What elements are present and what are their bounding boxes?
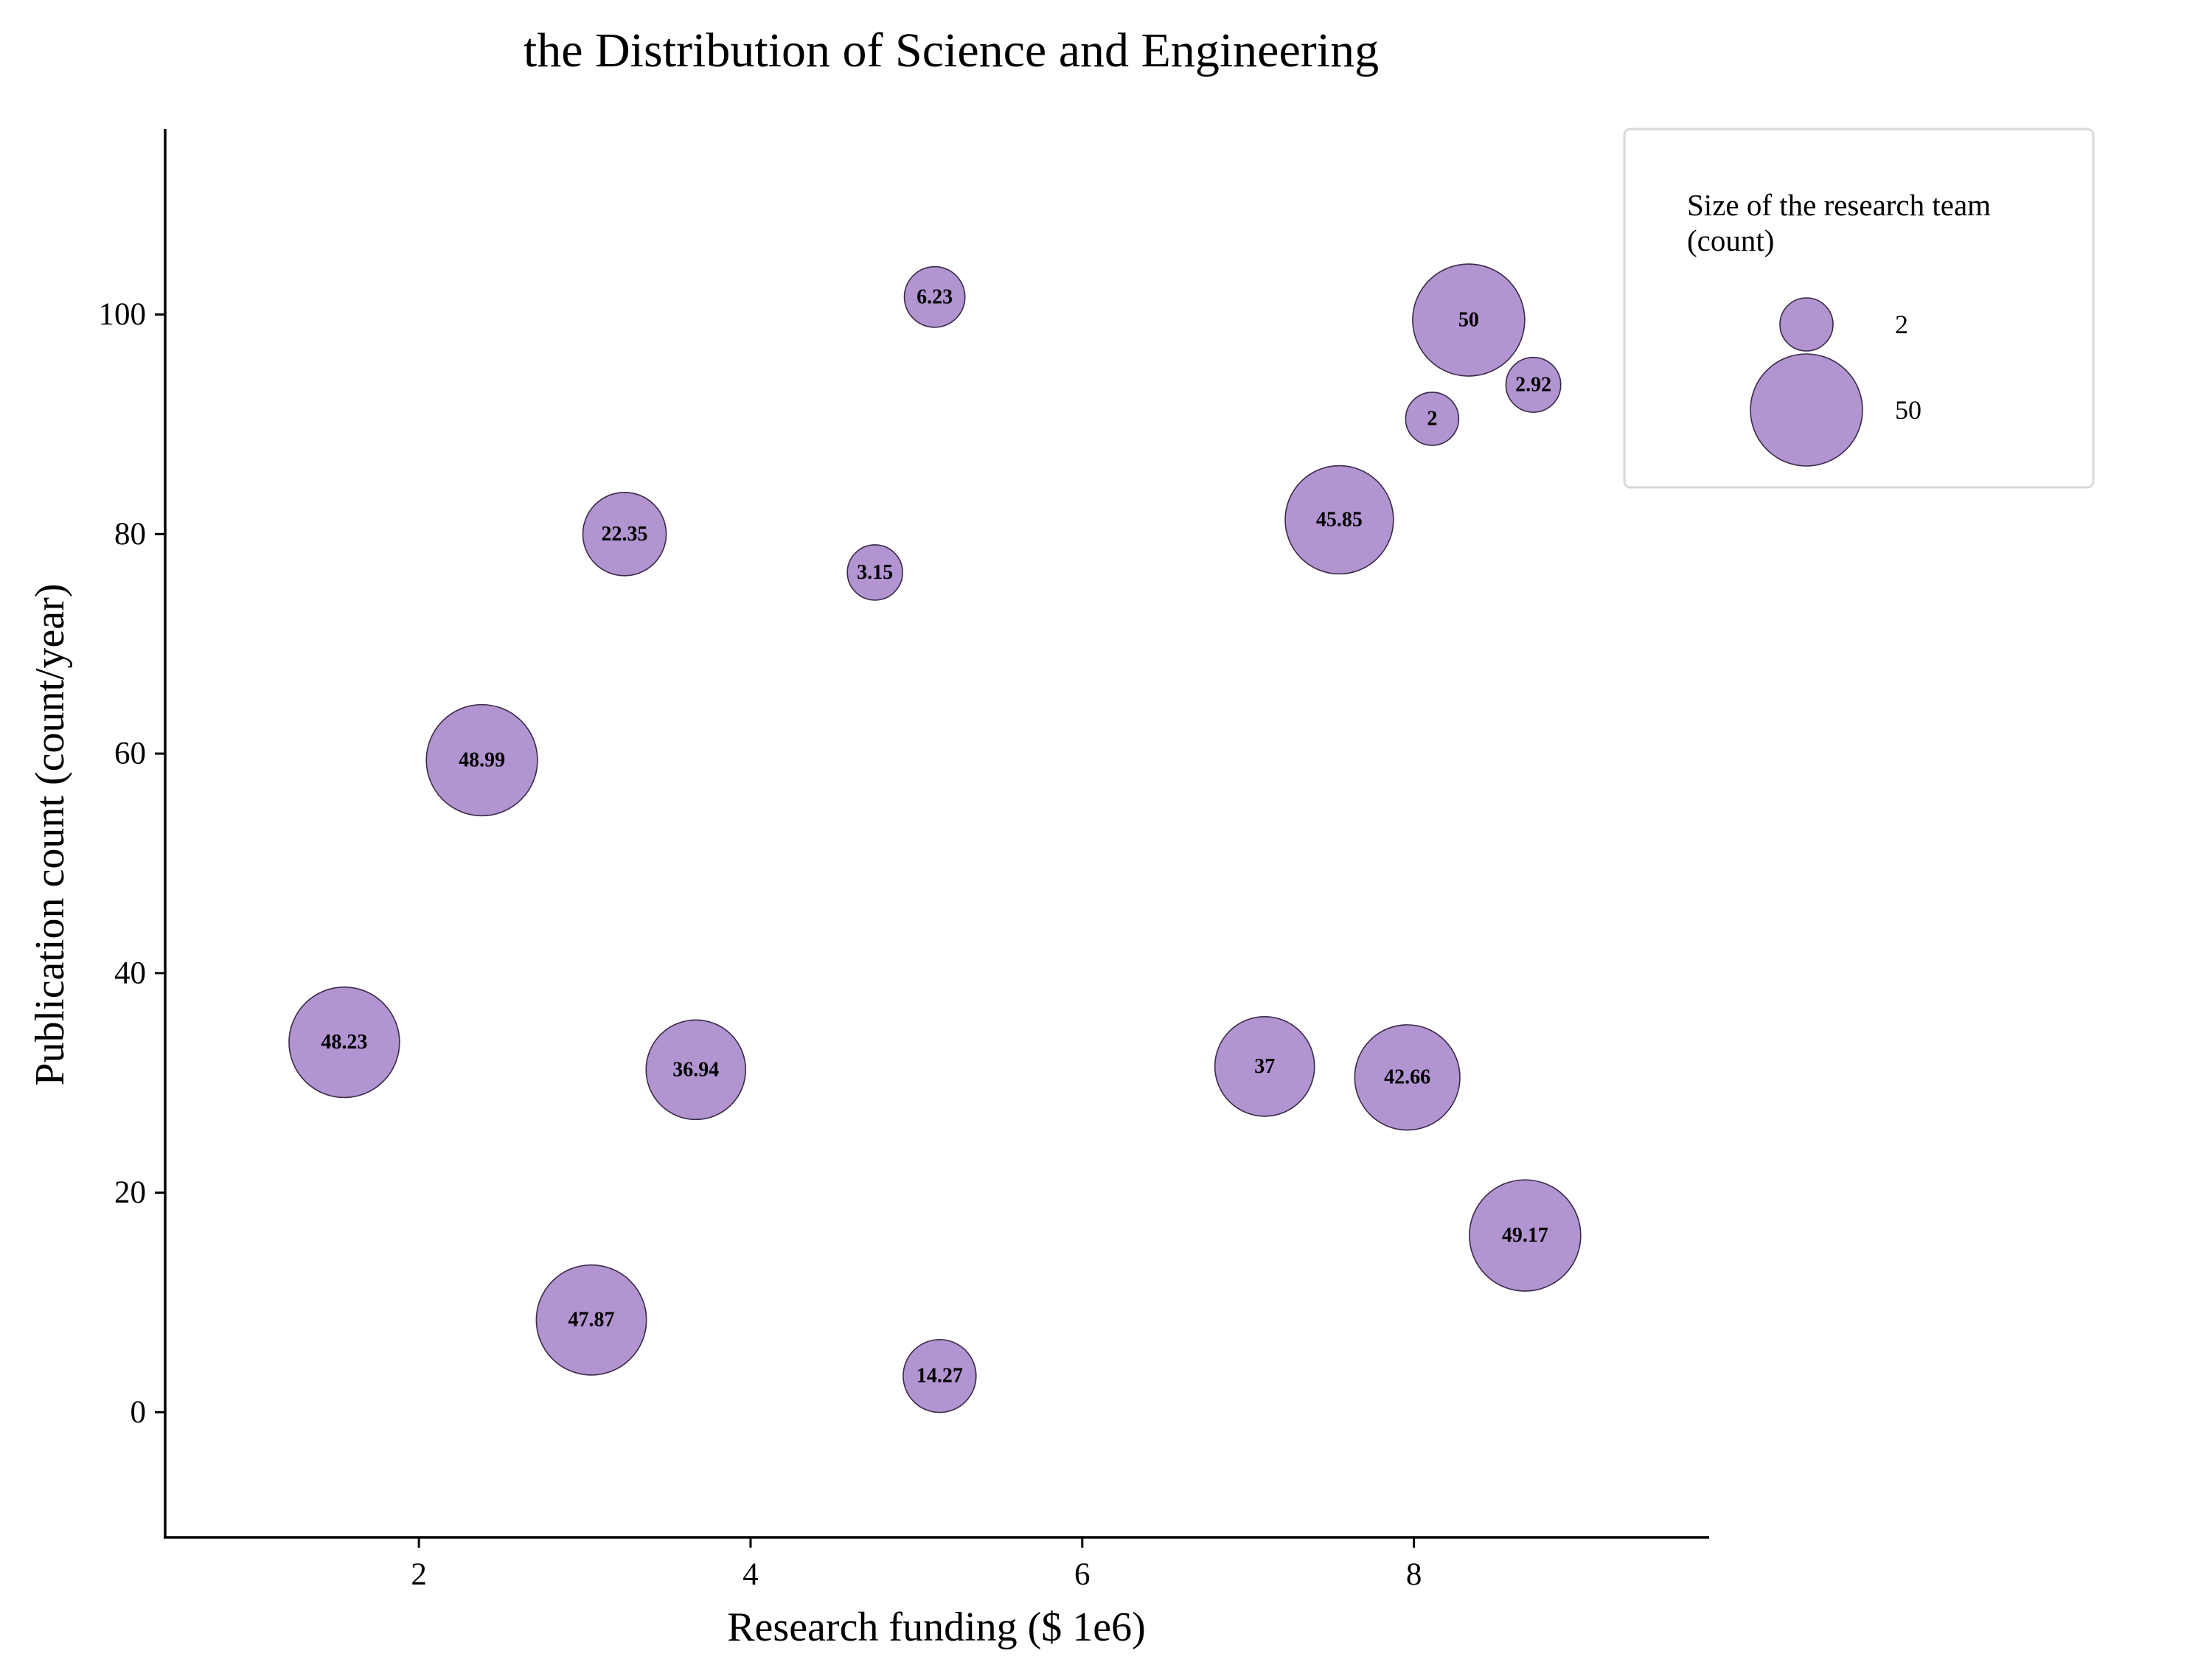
bubble-0: [288, 986, 400, 1099]
bubble-label-2: 47.87: [568, 1309, 615, 1332]
bubble-label-4: 36.94: [672, 1058, 719, 1081]
legend-entries: 2 50: [1750, 297, 1921, 467]
x-tick-label: 4: [742, 1557, 759, 1592]
bubble-label-10: 42.66: [1384, 1066, 1430, 1089]
bubble-9: [1284, 465, 1394, 575]
bubble-4: [645, 1019, 747, 1121]
bubble-label-14: 2.92: [1515, 373, 1551, 396]
bubble-12: [1412, 263, 1526, 377]
legend-bubble-0: [1779, 297, 1834, 352]
bubble-8: [1214, 1016, 1315, 1117]
x-ticks: 2 4 6 8: [411, 1537, 1422, 1592]
x-tick-label: 2: [411, 1557, 427, 1592]
legend-frame: [1623, 128, 2095, 489]
bubble-7: [902, 1338, 977, 1413]
bubble-2: [535, 1264, 647, 1376]
bubble-label-6: 6.23: [917, 285, 953, 308]
bubble-label-5: 3.15: [857, 561, 893, 584]
bubble-label-12: 50: [1458, 309, 1479, 332]
legend-title-line-1: Size of the research team: [1687, 188, 1991, 222]
bubble-10: [1354, 1024, 1461, 1131]
x-axis-label: Research funding ($ 1e6): [727, 1604, 1146, 1650]
chart-title: the Distribution of Science and Engineer…: [524, 24, 1379, 77]
bubble-label-11: 2: [1427, 408, 1437, 431]
y-tick-label: 80: [114, 517, 146, 552]
bubble-3: [582, 492, 667, 577]
legend-label-0: 2: [1895, 310, 1908, 339]
bubble-label-9: 45.85: [1316, 508, 1363, 531]
y-tick-label: 40: [114, 956, 146, 990]
bubble-layer: 48.23 48.99 47.87 22.35 36.94 3.15 6.23 14.27 37…: [288, 263, 1582, 1413]
legend-label-1: 50: [1895, 395, 1921, 425]
x-tick-label: 8: [1406, 1557, 1422, 1592]
bubble-label-13: 49.17: [1502, 1224, 1548, 1247]
bubble-label-0: 48.23: [321, 1031, 367, 1054]
y-tick-label: 60: [114, 737, 146, 771]
y-tick-label: 100: [99, 297, 147, 332]
bubble-1: [425, 703, 538, 817]
x-tick-label: 6: [1074, 1557, 1091, 1592]
legend-bubble-1: [1750, 353, 1863, 467]
legend-title-line-2: (count): [1687, 223, 1774, 257]
y-tick-label: 0: [131, 1395, 147, 1430]
bubble-5: [846, 544, 903, 601]
bubble-13: [1469, 1179, 1582, 1292]
bubble-label-8: 37: [1254, 1055, 1275, 1078]
bubble-label-7: 14.27: [917, 1365, 963, 1388]
bubble-6: [903, 265, 966, 328]
bubble-14: [1505, 356, 1562, 413]
bubble-label-1: 48.99: [459, 749, 505, 772]
bubble-11: [1405, 392, 1460, 446]
legend: Size of the research team (count) 2 50: [1623, 128, 2095, 489]
y-axis-label: Publication count (count/year): [27, 583, 73, 1085]
y-tick-label: 20: [114, 1175, 146, 1210]
y-ticks: 0 20 40 60 80 100: [99, 297, 165, 1430]
bubble-label-3: 22.35: [602, 523, 648, 546]
